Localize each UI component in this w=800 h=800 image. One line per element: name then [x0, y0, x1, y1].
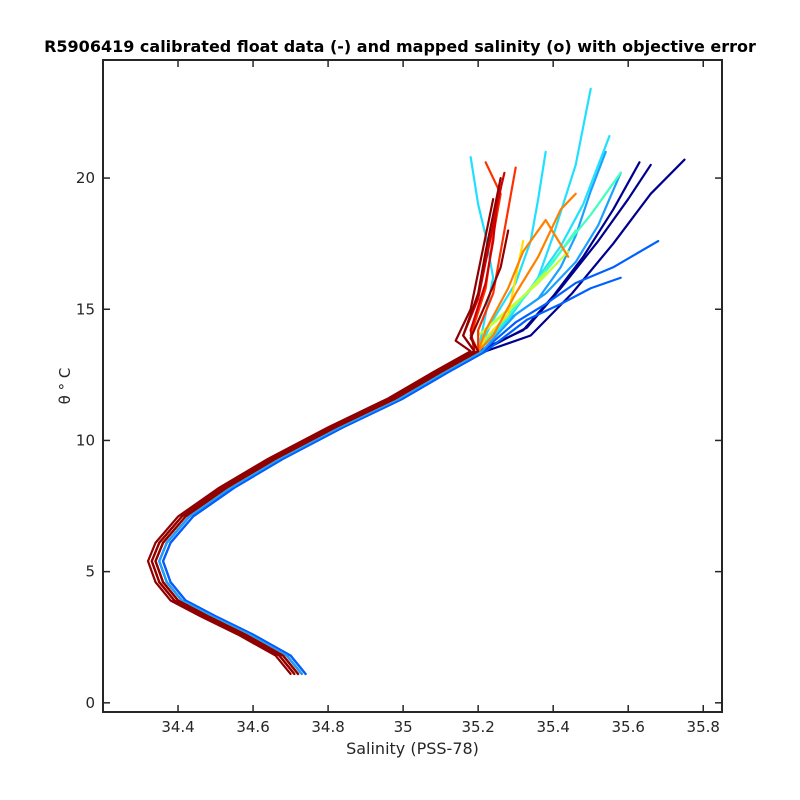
y-tick-label-0: 0: [85, 694, 95, 712]
y-axis-label: θ ° C: [56, 368, 74, 405]
x-tick-label-4: 35.2: [461, 718, 494, 736]
x-tick-label-6: 35.6: [612, 718, 645, 736]
y-tick-label-3: 15: [76, 300, 95, 318]
series-line-24: [154, 229, 510, 676]
x-tick-label-2: 34.8: [311, 718, 344, 736]
y-tick-label-4: 20: [76, 169, 95, 187]
x-tick-label-5: 35.4: [536, 718, 569, 736]
y-tick-label-1: 5: [85, 563, 95, 581]
axes-box: [102, 59, 723, 713]
y-tick-label-2: 10: [76, 431, 95, 449]
x-tick-label-7: 35.8: [687, 718, 720, 736]
x-tick-label-3: 35: [394, 718, 413, 736]
series-layer: [146, 87, 686, 676]
x-axis-label: Salinity (PSS-78): [346, 739, 479, 758]
x-tick-label-1: 34.6: [236, 718, 269, 736]
x-tick-label-0: 34.4: [161, 718, 194, 736]
chart-title: R5906419 calibrated float data (-) and m…: [44, 37, 756, 56]
series-line-4: [161, 276, 622, 676]
series-line-22: [146, 197, 495, 676]
x-axis-ticks: 34.4 34.6 34.8 35 35.2 35.4 35.6 35.8: [161, 60, 720, 736]
series-line-23: [150, 176, 502, 676]
series-line-6: [158, 171, 622, 676]
y-axis-ticks: 0 5 10 15 20: [76, 169, 722, 712]
plot-area: 34.4 34.6 34.8 35 35.2 35.4 35.6 35.8 0 5 10 15 20: [76, 59, 723, 736]
